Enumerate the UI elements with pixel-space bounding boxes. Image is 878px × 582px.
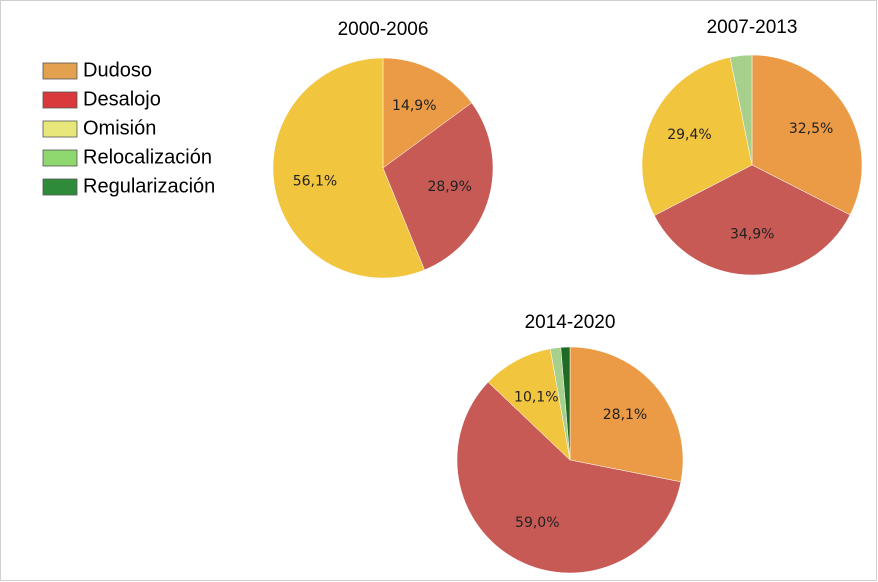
pie-slice [751,54,863,216]
pie-slice [569,346,684,483]
pie-slice [653,164,851,276]
legend-label: Regularización [83,175,215,197]
pie-slice [729,54,753,166]
pie-slice [560,346,571,461]
legend-swatch [42,62,78,80]
pie-slice [382,102,494,271]
legend-swatch [42,91,78,109]
slice-label: 10,1% [514,389,558,405]
legend-label: Relocalización [83,146,212,168]
slice-label: 28,1% [603,407,647,423]
pie-slice [272,57,425,279]
legend-swatch [42,149,78,167]
slice-label: 59,0% [515,515,559,531]
slice-label: 28,9% [427,179,471,195]
pie-slice [456,381,682,574]
chart-title: 2014-2020 [525,312,616,333]
legend-label: Dudoso [83,59,152,81]
slice-label: 32,5% [789,121,833,137]
slice-label: 56,1% [293,173,337,189]
pie-slice [641,56,753,216]
slice-label: 34,9% [730,226,774,242]
chart-title: 2000-2006 [338,19,429,40]
pie-slice [382,57,472,169]
legend-label: Omisión [83,117,156,139]
chart-title: 2007-2013 [707,17,798,38]
legend-label: Desalojo [83,88,161,110]
slice-label: 29,4% [667,127,711,143]
pie-slice [487,348,571,461]
legend-swatch [42,178,78,196]
slice-label: 14,9% [392,98,436,114]
legend-swatch [42,120,78,138]
